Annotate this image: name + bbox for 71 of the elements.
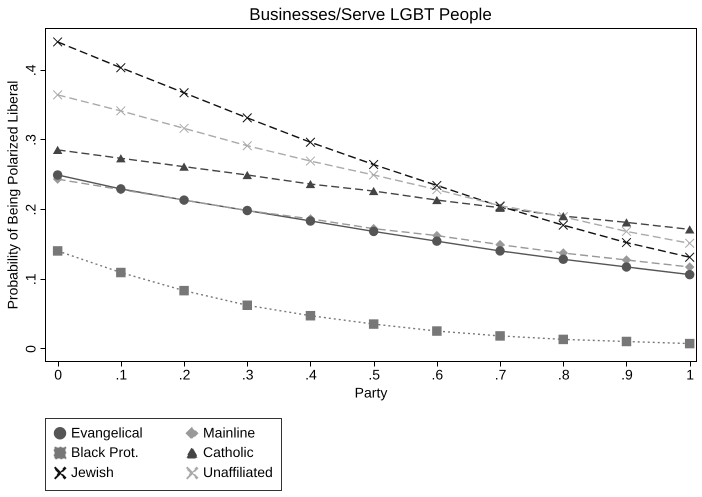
point xyxy=(368,160,378,170)
legend-label: Black Prot. xyxy=(71,444,139,460)
y-axis-title: Probability of Being Polarized Liberal xyxy=(4,80,20,310)
x-tick-label: .3 xyxy=(242,366,254,382)
x-tick-label: 0 xyxy=(54,366,62,382)
point xyxy=(684,238,694,248)
point xyxy=(495,331,505,341)
point xyxy=(368,226,378,236)
point xyxy=(368,186,378,196)
x-tick-label: .1 xyxy=(116,366,128,382)
point xyxy=(179,124,189,134)
legend-label: Mainline xyxy=(203,424,256,440)
point xyxy=(432,236,442,246)
point xyxy=(684,270,694,280)
x-tick-label: .2 xyxy=(178,366,191,382)
point xyxy=(52,246,62,256)
x-tick-label: .9 xyxy=(621,366,634,382)
point xyxy=(116,62,126,72)
point xyxy=(622,238,632,248)
point xyxy=(495,246,505,256)
point xyxy=(558,254,568,264)
point xyxy=(242,300,252,310)
chart-title: Businesses/Serve LGBT People xyxy=(249,5,492,24)
point xyxy=(306,138,316,147)
point xyxy=(52,146,62,154)
point xyxy=(306,180,316,188)
point xyxy=(558,220,568,230)
point xyxy=(368,319,378,329)
y-tick-label: .1 xyxy=(22,273,38,286)
point xyxy=(52,170,62,180)
point xyxy=(368,170,378,180)
point xyxy=(432,196,442,204)
point xyxy=(179,286,189,296)
point xyxy=(52,37,62,47)
point xyxy=(622,262,632,272)
point xyxy=(684,252,694,262)
y-tick-label: .3 xyxy=(22,134,38,146)
point xyxy=(242,140,252,150)
legend-label: Catholic xyxy=(203,444,254,460)
point xyxy=(306,310,316,320)
x-tick-label: .8 xyxy=(558,366,570,382)
x-axis-title: Party xyxy=(354,384,388,400)
point xyxy=(558,334,568,344)
point xyxy=(432,326,442,336)
point xyxy=(179,88,189,98)
point xyxy=(622,218,632,226)
point xyxy=(684,225,694,234)
point xyxy=(179,162,189,171)
point xyxy=(432,180,442,190)
point xyxy=(52,90,62,100)
point xyxy=(116,106,126,116)
y-tick-label: 0 xyxy=(22,344,38,353)
x-tick-label: .7 xyxy=(494,366,507,382)
point xyxy=(116,268,126,278)
legend-label: Evangelical xyxy=(71,424,143,440)
point xyxy=(684,262,694,272)
legend-label: Unaffiliated xyxy=(203,464,273,480)
point xyxy=(116,154,126,162)
x-tick-label: .4 xyxy=(305,366,317,382)
x-tick-label: .5 xyxy=(368,366,380,382)
point xyxy=(306,156,316,166)
point xyxy=(684,338,694,348)
point xyxy=(622,336,632,346)
x-tick-label: 1 xyxy=(686,366,694,382)
x-tick-label: .6 xyxy=(432,366,444,382)
point xyxy=(242,113,252,123)
y-tick-label: .4 xyxy=(22,64,38,76)
legend-label: Jewish xyxy=(71,464,114,480)
y-tick-label: .2 xyxy=(22,204,38,216)
point xyxy=(242,170,252,180)
point xyxy=(622,226,632,236)
